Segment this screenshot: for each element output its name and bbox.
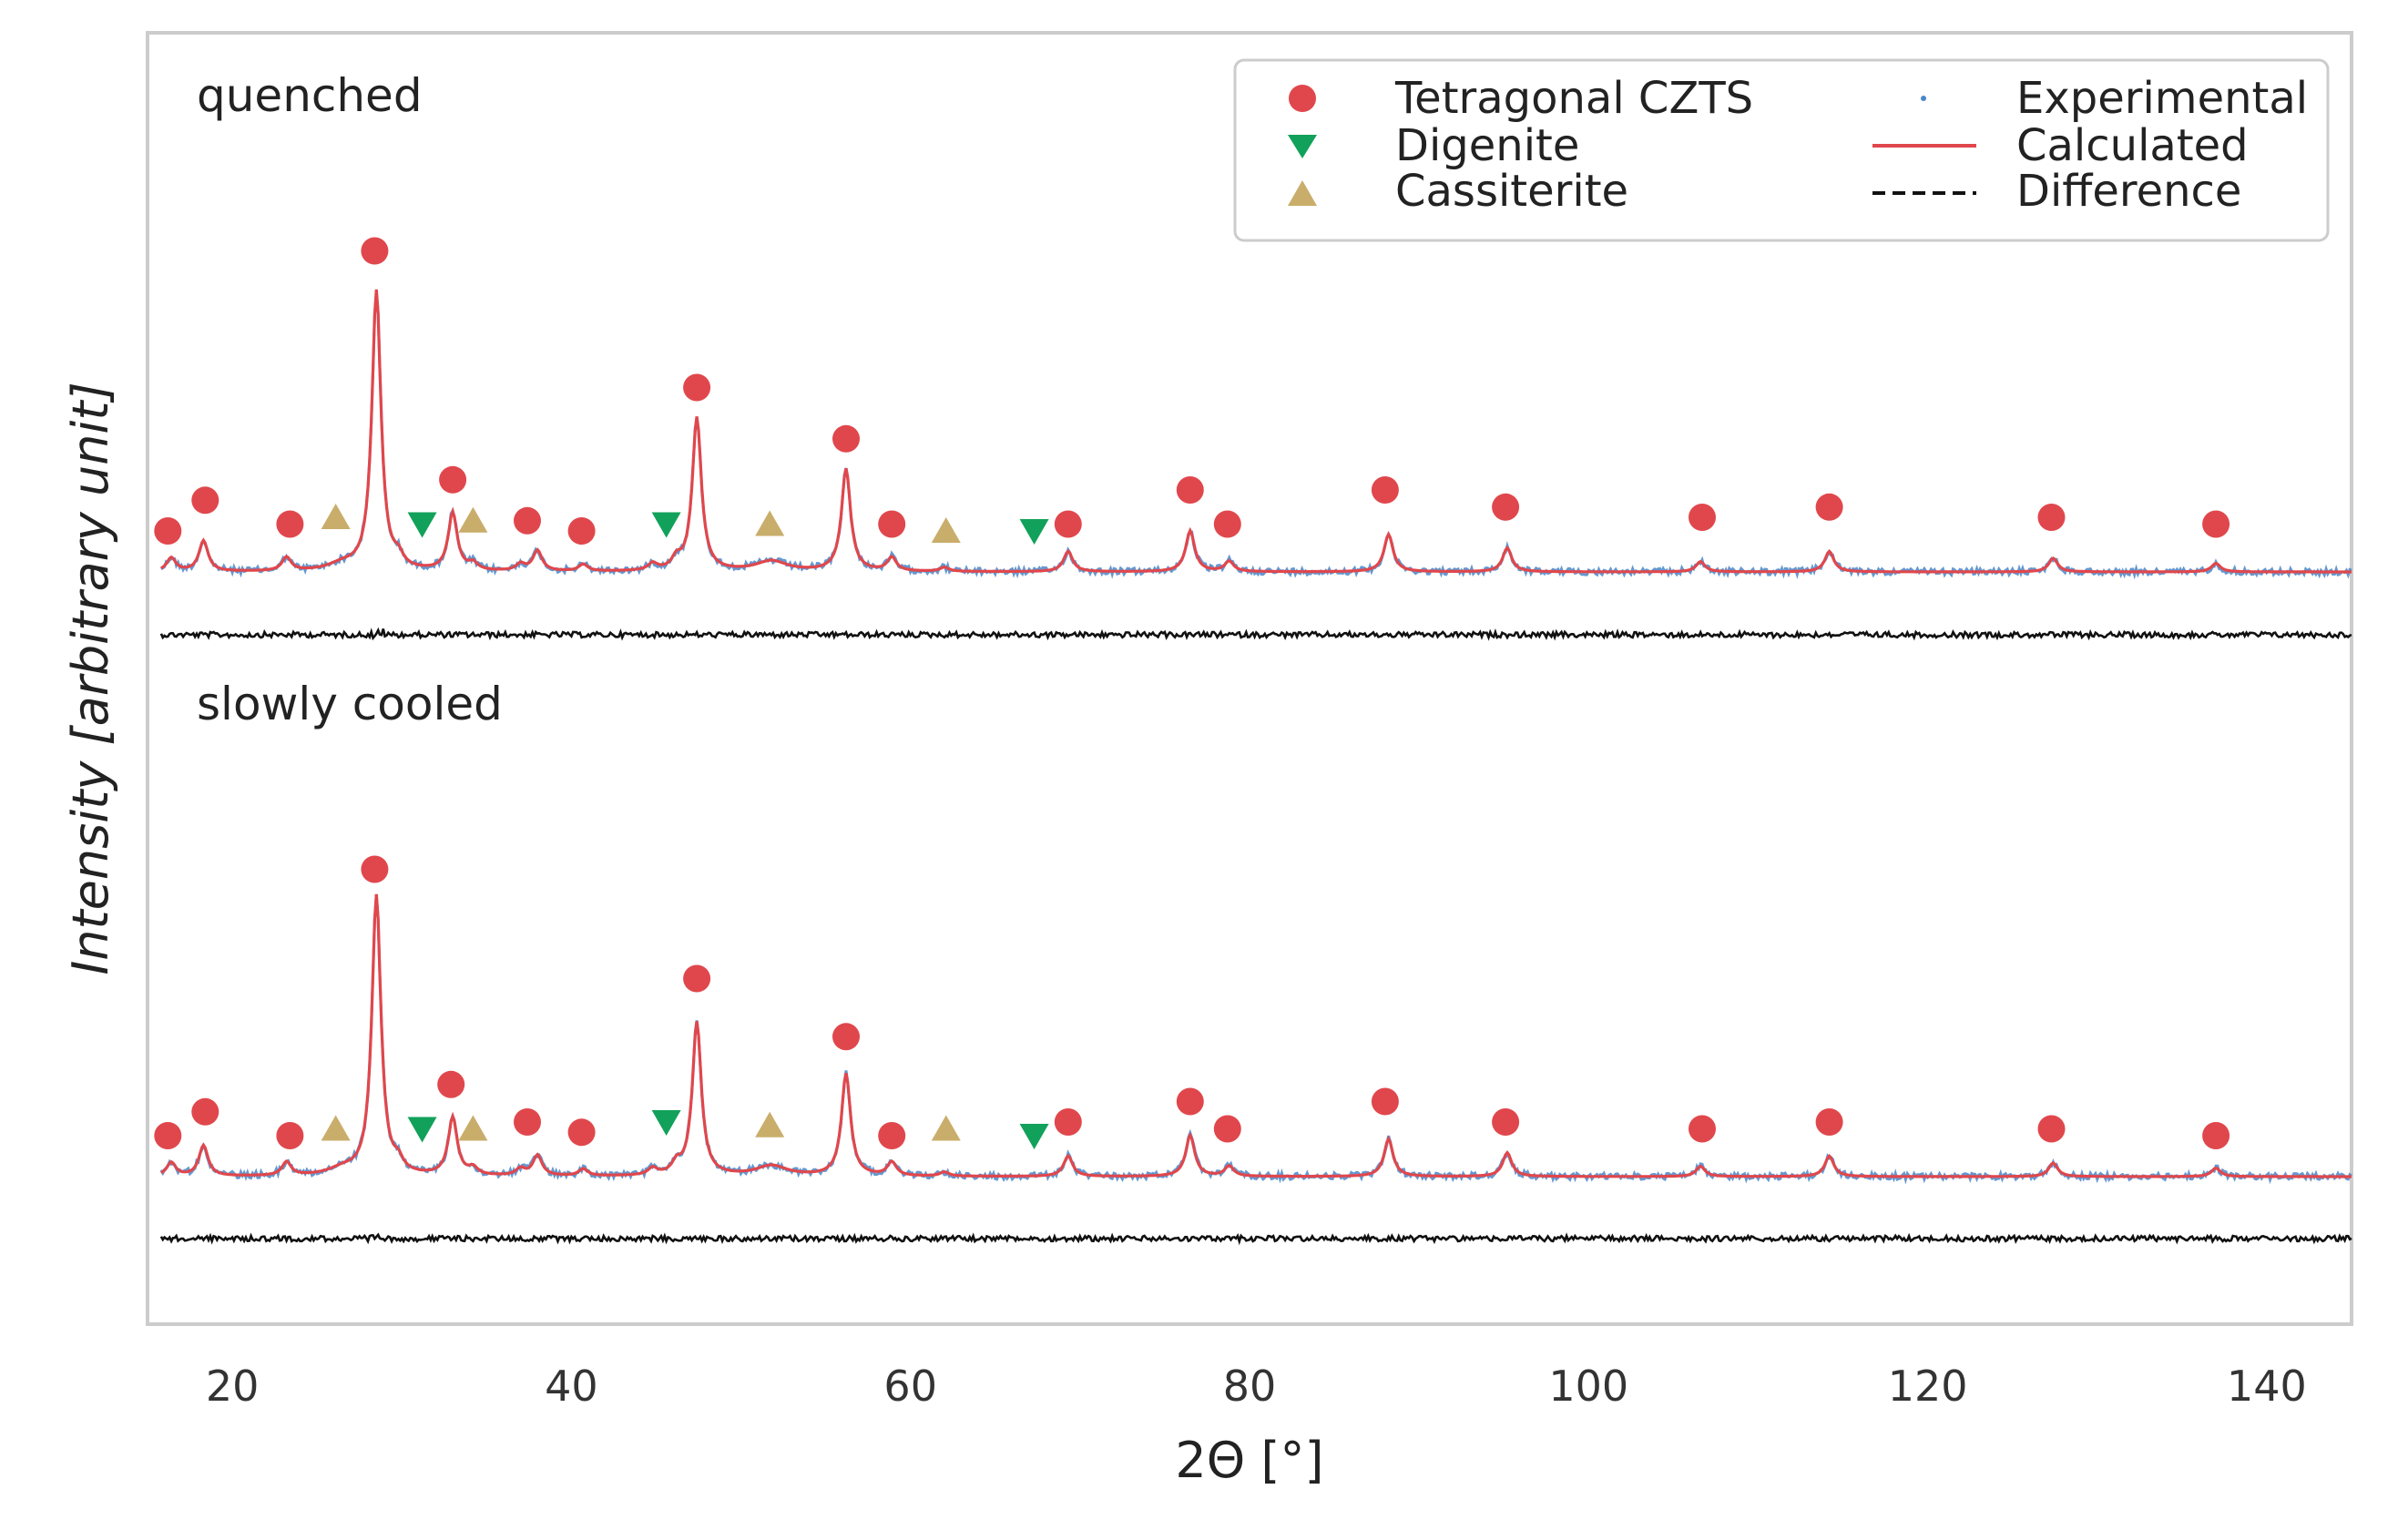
x-tick-label: 120	[1888, 1362, 1968, 1411]
tetragonal-marker	[1213, 1115, 1241, 1143]
calculated-series-1	[160, 893, 2352, 1178]
tetragonal-marker	[1815, 493, 1843, 521]
cassiterite-marker	[321, 504, 351, 529]
tetragonal-marker	[1054, 510, 1082, 538]
tetragonal-marker	[361, 237, 389, 265]
legend-tetragonal-marker	[1289, 85, 1316, 112]
x-tick-label: 60	[883, 1362, 937, 1411]
cassiterite-marker	[458, 1115, 488, 1141]
x-tick-label: 20	[206, 1362, 260, 1411]
cassiterite-marker	[321, 1115, 351, 1141]
cassiterite-marker	[755, 1111, 785, 1137]
y-axis-title-suffix: ]	[62, 382, 119, 403]
panel-lines	[159, 289, 2352, 1246]
tetragonal-marker	[1492, 493, 1520, 521]
tetragonal-marker	[832, 424, 860, 453]
tetragonal-marker	[514, 1108, 541, 1136]
tetragonal-marker	[514, 506, 541, 535]
tetragonal-marker	[878, 510, 906, 538]
experimental-series-0	[160, 291, 2352, 580]
tetragonal-marker	[437, 1070, 465, 1098]
tetragonal-marker	[1689, 1115, 1716, 1143]
difference-series-1	[159, 1232, 2352, 1246]
panel-label-slowly-cooled: slowly cooled	[197, 678, 503, 730]
legend-tetragonal-label: Tetragonal CZTS	[1394, 73, 1753, 124]
tetragonal-marker	[191, 486, 219, 515]
panel-label-quenched: quenched	[197, 69, 423, 122]
tetragonal-marker	[2202, 510, 2230, 538]
cassiterite-marker	[458, 506, 488, 533]
tetragonal-marker	[878, 1122, 906, 1149]
difference-series-0	[159, 627, 2352, 641]
calculated-series-0	[160, 289, 2352, 574]
tetragonal-marker	[567, 517, 596, 545]
tetragonal-marker	[832, 1023, 860, 1051]
tetragonal-marker	[191, 1097, 219, 1126]
legend-box	[1233, 58, 2330, 242]
tetragonal-marker	[567, 1118, 596, 1147]
tetragonal-marker	[2037, 1115, 2066, 1143]
tetragonal-marker	[276, 1122, 304, 1149]
tetragonal-marker	[1176, 476, 1204, 504]
plot-frame	[146, 31, 2353, 1326]
cassiterite-marker	[931, 1115, 961, 1141]
digenite-marker	[407, 512, 437, 538]
digenite-marker	[1019, 519, 1049, 545]
legend-digenite-label: Digenite	[1395, 120, 1579, 171]
digenite-marker	[1019, 1124, 1049, 1149]
tetragonal-marker	[1815, 1108, 1843, 1136]
legend-calculated-label: Calculated	[2016, 120, 2249, 171]
tetragonal-marker	[2037, 504, 2066, 531]
tetragonal-marker	[683, 964, 711, 993]
x-axis-ticks: 20 40 60 80 100 120 140	[206, 1362, 2307, 1411]
tetragonal-marker	[276, 510, 304, 538]
x-tick-label: 100	[1548, 1362, 1628, 1411]
x-tick-label: 40	[545, 1362, 598, 1411]
legend-experimental-marker	[1921, 96, 1926, 101]
tetragonal-marker	[1054, 1108, 1082, 1136]
cassiterite-marker	[931, 517, 961, 543]
legend-experimental-label: Experimental	[2016, 73, 2308, 124]
tetragonal-marker	[1176, 1087, 1204, 1116]
legend-cassiterite-marker	[1288, 180, 1317, 206]
tetragonal-marker	[154, 1122, 182, 1149]
legend-difference-label: Difference	[2016, 166, 2241, 217]
tetragonal-marker	[1371, 1087, 1399, 1116]
tetragonal-marker	[439, 465, 467, 494]
tetragonal-marker	[2202, 1122, 2230, 1149]
y-axis-title-prefix: Intensity [	[62, 724, 119, 974]
cassiterite-marker	[755, 510, 785, 536]
tetragonal-marker	[154, 517, 182, 545]
tetragonal-marker	[683, 373, 711, 402]
tetragonal-marker	[1371, 476, 1399, 504]
y-axis-title: Intensity [arbitrary unit]	[62, 382, 119, 974]
tetragonal-marker	[361, 855, 389, 883]
digenite-marker	[407, 1117, 437, 1143]
legend: Tetragonal CZTS Digenite Cassiterite Exp…	[1233, 58, 2330, 242]
legend-digenite-marker	[1288, 135, 1317, 158]
tetragonal-marker	[1492, 1108, 1520, 1136]
digenite-marker	[651, 1110, 681, 1136]
tetragonal-marker	[1689, 504, 1716, 531]
tetragonal-marker	[1213, 510, 1241, 538]
x-tick-label: 80	[1223, 1362, 1277, 1411]
x-tick-label: 140	[2227, 1362, 2307, 1411]
digenite-marker	[651, 512, 681, 538]
y-axis-title-italic: arbitrary unit	[62, 400, 119, 727]
panel-markers	[154, 237, 2230, 1149]
experimental-series-1	[159, 894, 2352, 1185]
x-axis-title: 2Θ [°]	[1175, 1432, 1323, 1489]
legend-cassiterite-label: Cassiterite	[1395, 166, 1628, 217]
